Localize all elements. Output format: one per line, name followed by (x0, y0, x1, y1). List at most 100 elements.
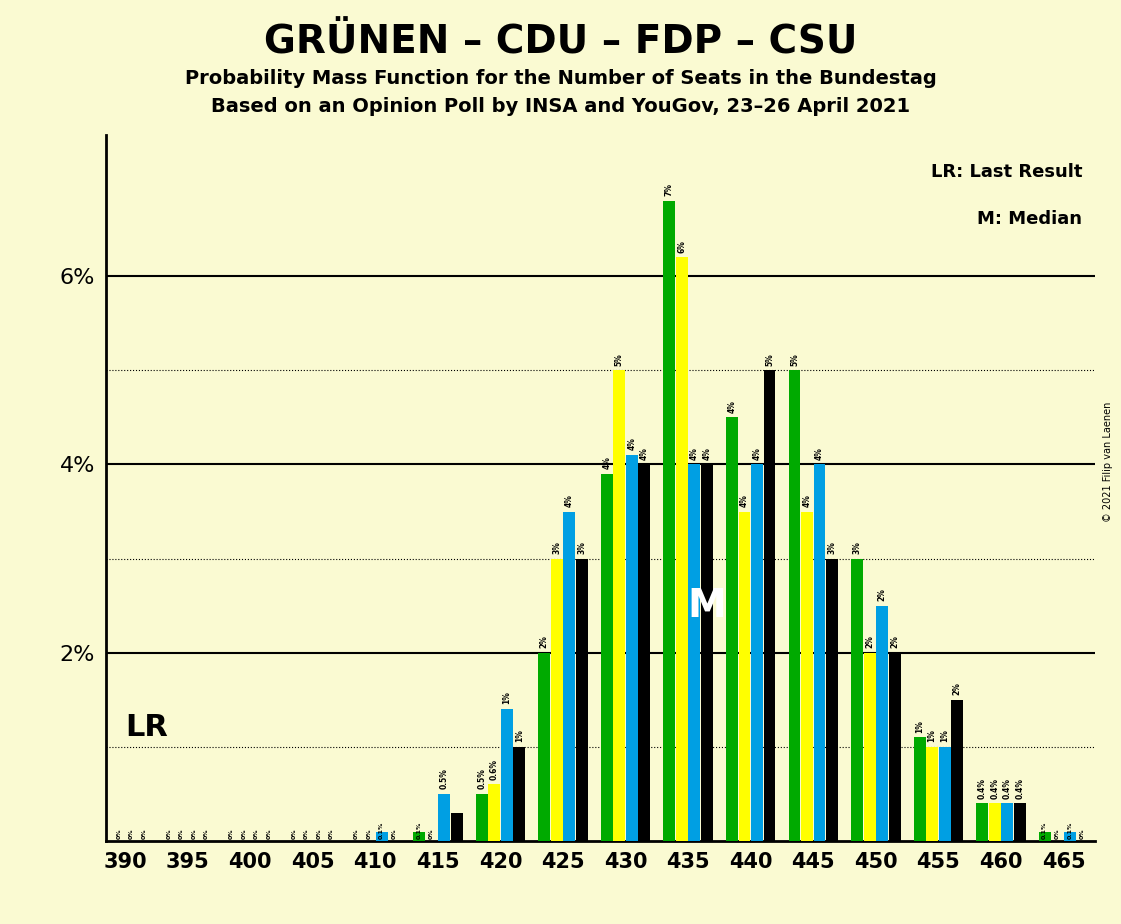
Text: 0%: 0% (291, 829, 297, 839)
Bar (889, 652, 900, 841)
Text: © 2021 Filip van Laenen: © 2021 Filip van Laenen (1103, 402, 1112, 522)
Bar (914, 737, 926, 841)
Bar (989, 803, 1001, 841)
Bar (376, 832, 388, 841)
Text: 6%: 6% (677, 240, 686, 253)
Text: 0%: 0% (141, 829, 147, 839)
Text: 4%: 4% (752, 447, 761, 460)
Text: 0%: 0% (354, 829, 359, 839)
Bar (538, 652, 550, 841)
Text: 0%: 0% (330, 829, 334, 839)
Text: 4%: 4% (815, 447, 824, 460)
Bar (726, 418, 738, 841)
Text: 5%: 5% (790, 353, 799, 366)
Bar (751, 465, 763, 841)
Text: 4%: 4% (565, 494, 574, 507)
Bar (1013, 803, 1026, 841)
Text: 0.1%: 0.1% (379, 821, 385, 839)
Text: 0.1%: 0.1% (417, 821, 421, 839)
Bar (814, 465, 825, 841)
Bar (938, 747, 951, 841)
Text: 0.4%: 0.4% (1002, 778, 1012, 798)
Bar (550, 559, 563, 841)
Bar (739, 512, 750, 841)
Text: 0%: 0% (367, 829, 371, 839)
Text: 4%: 4% (740, 494, 749, 507)
Text: 4%: 4% (703, 447, 712, 460)
Text: 0.4%: 0.4% (990, 778, 999, 798)
Text: 1%: 1% (915, 720, 924, 733)
Text: 1%: 1% (928, 729, 937, 742)
Text: 3%: 3% (827, 541, 836, 553)
Bar (763, 371, 776, 841)
Text: 0%: 0% (1080, 829, 1085, 839)
Text: 0.1%: 0.1% (1043, 821, 1047, 839)
Text: 0%: 0% (229, 829, 234, 839)
Text: 5%: 5% (614, 353, 623, 366)
Bar (451, 813, 463, 841)
Text: 0%: 0% (204, 829, 209, 839)
Bar (513, 747, 525, 841)
Bar (688, 465, 701, 841)
Bar (863, 652, 876, 841)
Bar (926, 747, 938, 841)
Text: 1%: 1% (941, 729, 949, 742)
Bar (676, 258, 688, 841)
Text: 0%: 0% (1055, 829, 1059, 839)
Text: 1%: 1% (515, 729, 524, 742)
Bar (613, 371, 626, 841)
Text: 0%: 0% (391, 829, 397, 839)
Text: 3%: 3% (553, 541, 562, 553)
Text: 4%: 4% (602, 456, 611, 469)
Text: 0%: 0% (241, 829, 247, 839)
Text: 0.4%: 0.4% (978, 778, 986, 798)
Text: LR: Last Result: LR: Last Result (930, 164, 1082, 181)
Bar (701, 465, 713, 841)
Bar (976, 803, 988, 841)
Bar (851, 559, 863, 841)
Bar (1064, 832, 1076, 841)
Text: M: M (687, 587, 726, 625)
Text: 0%: 0% (267, 829, 271, 839)
Bar (1039, 832, 1050, 841)
Text: GRÜNEN – CDU – FDP – CSU: GRÜNEN – CDU – FDP – CSU (263, 23, 858, 61)
Text: 4%: 4% (640, 447, 649, 460)
Text: 0%: 0% (179, 829, 184, 839)
Bar (952, 699, 963, 841)
Text: 4%: 4% (689, 447, 698, 460)
Bar (489, 784, 500, 841)
Text: 1%: 1% (502, 691, 511, 704)
Bar (664, 201, 675, 841)
Text: 4%: 4% (803, 494, 812, 507)
Text: 2%: 2% (539, 635, 549, 648)
Text: 2%: 2% (878, 588, 887, 601)
Bar (802, 512, 813, 841)
Bar (601, 474, 613, 841)
Text: 7%: 7% (665, 183, 674, 196)
Text: 5%: 5% (765, 353, 773, 366)
Text: Probability Mass Function for the Number of Seats in the Bundestag: Probability Mass Function for the Number… (185, 69, 936, 89)
Text: 2%: 2% (890, 635, 899, 648)
Text: 0.4%: 0.4% (1016, 778, 1025, 798)
Bar (638, 465, 650, 841)
Text: 0%: 0% (192, 829, 196, 839)
Text: 0%: 0% (104, 829, 109, 839)
Text: 3%: 3% (853, 541, 862, 553)
Bar (438, 794, 451, 841)
Text: Based on an Opinion Poll by INSA and YouGov, 23–26 April 2021: Based on an Opinion Poll by INSA and You… (211, 97, 910, 116)
Bar (501, 710, 512, 841)
Bar (414, 832, 425, 841)
Bar (564, 512, 575, 841)
Bar (1001, 803, 1013, 841)
Text: 2%: 2% (953, 682, 962, 695)
Text: 0%: 0% (304, 829, 309, 839)
Text: 3%: 3% (577, 541, 586, 553)
Text: 0%: 0% (166, 829, 172, 839)
Text: M: Median: M: Median (978, 211, 1082, 228)
Bar (877, 605, 888, 841)
Text: 4%: 4% (728, 400, 736, 413)
Bar (826, 559, 839, 841)
Text: 0%: 0% (429, 829, 434, 839)
Bar (475, 794, 488, 841)
Text: 0%: 0% (117, 829, 121, 839)
